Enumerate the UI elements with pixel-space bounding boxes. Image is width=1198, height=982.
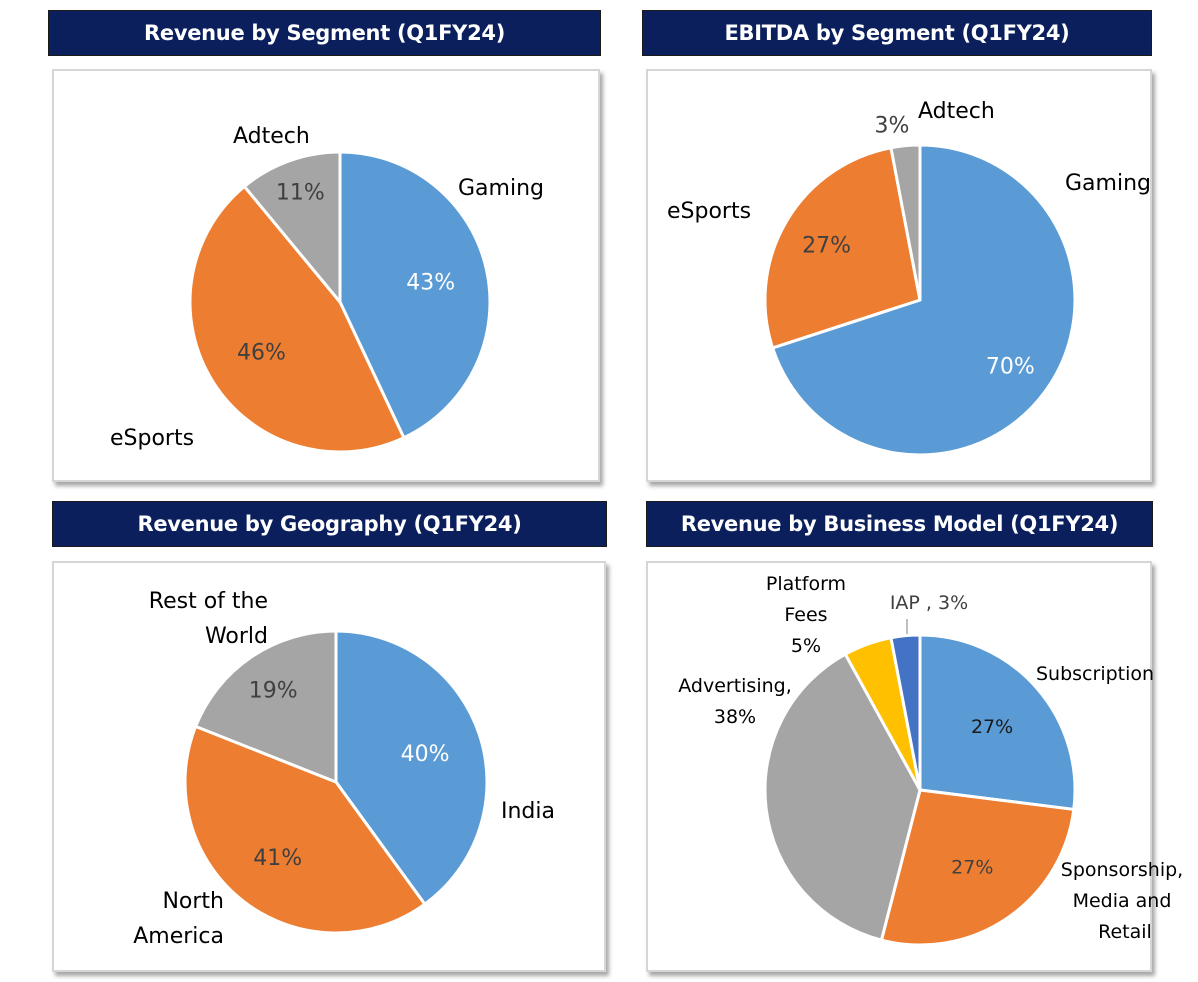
chart-panel-revenue-by-geography [52,561,606,972]
chart-title-revenue-by-segment: Revenue by Segment (Q1FY24) [48,10,601,56]
chart-panel-ebitda-by-segment [646,69,1152,482]
chart-title-ebitda-by-segment: EBITDA by Segment (Q1FY24) [642,10,1152,56]
chart-panel-revenue-by-segment [52,69,600,482]
chart-panel-revenue-by-business-model [646,561,1152,972]
chart-title-revenue-by-geography: Revenue by Geography (Q1FY24) [52,501,607,547]
chart-title-revenue-by-business-model: Revenue by Business Model (Q1FY24) [646,501,1153,547]
